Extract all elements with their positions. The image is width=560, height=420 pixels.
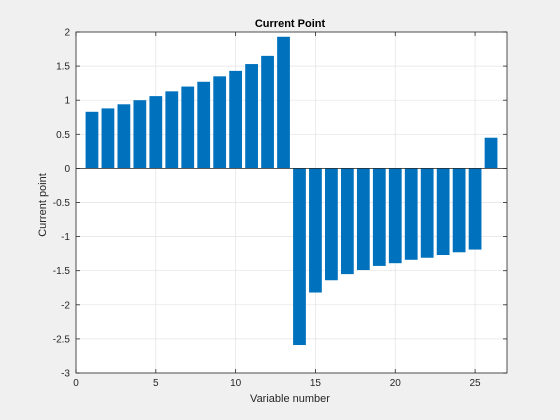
y-tick-label: 1 bbox=[64, 96, 70, 107]
y-tick-label: 1.5 bbox=[56, 62, 70, 73]
bar bbox=[420, 168, 434, 258]
y-tick-label: -1 bbox=[61, 232, 70, 243]
bar bbox=[85, 111, 99, 169]
bar bbox=[117, 104, 131, 169]
bar bbox=[213, 76, 227, 169]
x-tick-label: 15 bbox=[310, 378, 322, 389]
x-tick-label: 10 bbox=[230, 378, 242, 389]
bar bbox=[197, 81, 211, 169]
bar bbox=[325, 168, 338, 281]
bar bbox=[149, 96, 163, 169]
bar bbox=[261, 55, 274, 169]
bar-series bbox=[85, 36, 498, 346]
y-tick-label: 0.5 bbox=[56, 130, 70, 141]
y-tick-label: -2 bbox=[61, 300, 70, 311]
bar bbox=[356, 168, 370, 271]
bar bbox=[133, 100, 147, 169]
bar bbox=[340, 168, 354, 275]
y-tick-label: 2 bbox=[64, 28, 70, 39]
bar bbox=[229, 70, 243, 169]
x-axis-ticks: 0 5 10 15 20 25 bbox=[73, 32, 481, 389]
x-tick-label: 25 bbox=[470, 378, 482, 389]
y-tick-label: -0.5 bbox=[53, 198, 71, 209]
bar bbox=[245, 64, 258, 169]
y-tick-label: -1.5 bbox=[53, 266, 71, 277]
bar bbox=[372, 168, 386, 266]
x-tick-label: 20 bbox=[390, 378, 402, 389]
y-axis-label: Current point bbox=[37, 173, 49, 237]
bar bbox=[293, 168, 306, 346]
y-tick-label: -2.5 bbox=[53, 334, 71, 345]
bar bbox=[452, 168, 466, 253]
y-axis-ticks: -3 -2.5 -2 -1.5 -1 -0.5 0 0.5 1 1.5 2 bbox=[53, 28, 507, 380]
bar bbox=[309, 168, 322, 293]
bar bbox=[484, 137, 498, 169]
y-tick-label: -3 bbox=[61, 369, 70, 380]
bar bbox=[101, 108, 115, 169]
bar bbox=[388, 168, 402, 264]
chart-title: Current Point bbox=[255, 18, 326, 30]
bar bbox=[436, 168, 450, 256]
bar bbox=[468, 168, 482, 250]
bar bbox=[277, 36, 290, 169]
bar bbox=[404, 168, 418, 260]
bar bbox=[165, 91, 179, 169]
bar bbox=[181, 86, 195, 169]
y-tick-label: 0 bbox=[64, 164, 70, 175]
x-tick-label: 5 bbox=[153, 378, 159, 389]
x-tick-label: 0 bbox=[73, 378, 79, 389]
x-axis-label: Variable number bbox=[250, 393, 330, 405]
